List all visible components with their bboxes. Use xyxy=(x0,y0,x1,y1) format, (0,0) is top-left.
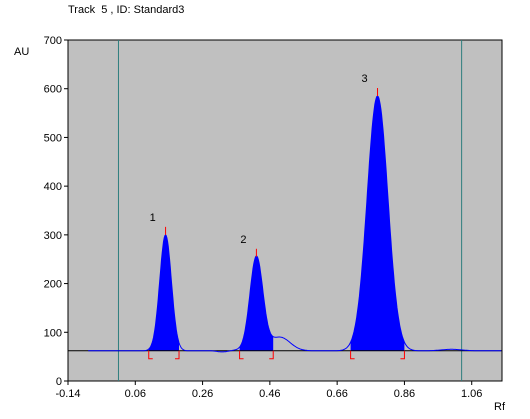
x-tick-label: 1.06 xyxy=(461,388,482,400)
peak-3-start-marker xyxy=(350,350,355,360)
peak-labels: 1 2 3 xyxy=(150,73,368,246)
x-tick-label: 0.86 xyxy=(394,388,415,400)
x-tick-label: 0.46 xyxy=(259,388,280,400)
peak-1-start-marker xyxy=(148,350,153,360)
peak-3-end-marker xyxy=(400,350,405,360)
peak-label-1: 1 xyxy=(150,212,156,224)
peak-2-start-marker xyxy=(239,350,244,360)
integration-markers xyxy=(148,88,405,360)
peak-label-3: 3 xyxy=(362,73,368,85)
y-axis-label: AU xyxy=(14,46,29,58)
axes: 0 100 200 300 400 500 600 700 -0.14 0.06 0.26 0.46 0… xyxy=(44,35,483,400)
y-tick-label: 200 xyxy=(44,279,62,291)
peak-3-area xyxy=(350,96,405,351)
x-tick-label: -0.14 xyxy=(55,388,80,400)
y-tick-label: 600 xyxy=(44,84,62,96)
x-axis-label: Rf xyxy=(494,401,506,413)
y-tick-label: 0 xyxy=(56,376,62,388)
scan-trace xyxy=(88,95,502,353)
y-tick-label: 700 xyxy=(44,35,62,47)
peak-2-area xyxy=(239,255,274,351)
x-tick-label: 0.26 xyxy=(192,388,213,400)
track-title: Track 5 , ID: Standard3 xyxy=(68,4,185,16)
x-tick-label: 0.66 xyxy=(326,388,347,400)
peak-1-end-marker xyxy=(175,350,180,360)
front-lines xyxy=(117,40,463,381)
plot-area xyxy=(67,39,503,382)
y-tick-label: 500 xyxy=(44,132,62,144)
peak-label-2: 2 xyxy=(240,234,246,246)
y-tick-label: 100 xyxy=(44,327,62,339)
y-tick-label: 400 xyxy=(44,181,62,193)
peak-2-end-marker xyxy=(269,350,274,360)
x-tick-label: 0.06 xyxy=(125,388,146,400)
y-tick-label: 300 xyxy=(44,230,62,242)
